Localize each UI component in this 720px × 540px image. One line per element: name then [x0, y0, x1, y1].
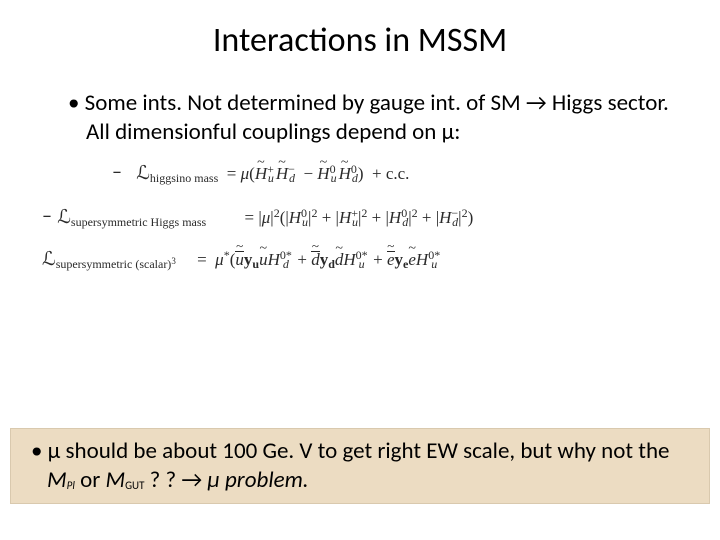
mu-problem-bullet: μ should be about 100 Ge. V to get right…: [27, 437, 691, 495]
equation-susy-scalar-cubed: ℒsupersymmetric (scalar)3 = μ*(uyuuH0*d …: [42, 244, 688, 272]
m-planck-sub: Pl: [67, 479, 75, 492]
m-planck: M: [47, 466, 67, 494]
equations-block: – ℒhiggsino mass = μ(H+uH−d − H0uH0d) + …: [32, 156, 688, 272]
mu-problem-text: μ problem.: [207, 466, 308, 494]
m-gut-sub: GUT: [125, 479, 144, 492]
highlight-text-prefix: μ should be about 100 Ge. V to get right…: [48, 437, 670, 465]
slide: Interactions in MSSM Some ints. Not dete…: [0, 0, 720, 540]
highlight-suffix: ? ? →: [144, 466, 207, 494]
equation-higgsino-mass: – ℒhiggsino mass = μ(H+uH−d − H0uH0d) + …: [112, 156, 688, 186]
slide-title: Interactions in MSSM: [32, 20, 688, 61]
equation-susy-higgs-mass: – ℒsupersymmetric Higgs mass = |μ|2(|H0u…: [42, 200, 688, 230]
or-text: or: [75, 466, 106, 494]
m-gut: M: [105, 466, 125, 494]
highlight-box: μ should be about 100 Ge. V to get right…: [10, 428, 710, 504]
main-bullet: Some ints. Not determined by gauge int. …: [50, 89, 688, 148]
